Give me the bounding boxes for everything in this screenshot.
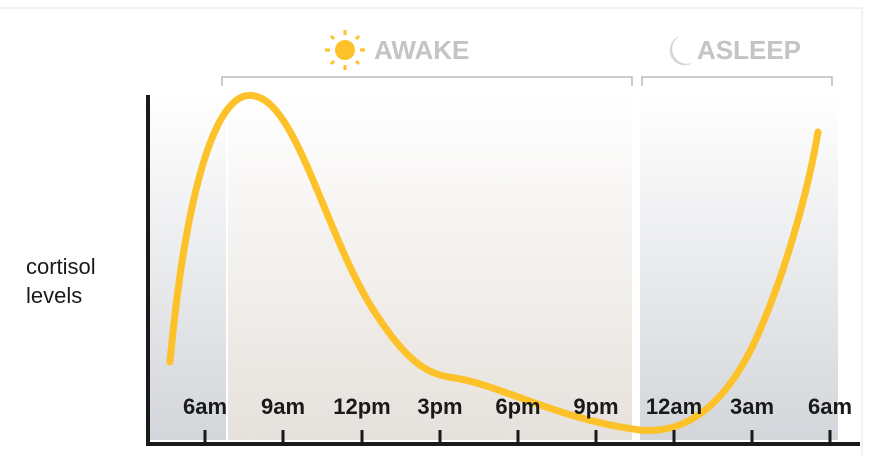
awake-bracket: [221, 76, 633, 86]
asleep-band: [640, 95, 838, 440]
x-tick-label: 12pm: [333, 394, 390, 419]
sun-icon: [325, 30, 365, 70]
cortisol-curve: [166, 91, 822, 434]
x-tick-label: 9am: [261, 394, 305, 419]
asleep-label: ASLEEP: [697, 35, 801, 65]
x-tick-label: 9pm: [573, 394, 618, 419]
y-axis-label: cortisol: [26, 254, 96, 279]
x-tick-label: 6am: [808, 394, 852, 419]
early-band: [150, 95, 226, 440]
x-tick-label: 3pm: [417, 394, 462, 419]
y-axis-label: levels: [26, 283, 82, 308]
x-ticks: 6am 9am 12pm 3pm 6pm 9pm 12am 3am 6am: [183, 394, 852, 444]
x-tick-label: 6pm: [495, 394, 540, 419]
x-tick-label: 6am: [183, 394, 227, 419]
awake-band: [228, 95, 632, 440]
awake-label: AWAKE: [374, 35, 469, 65]
moon-icon: [669, 36, 694, 66]
x-tick-label: 12am: [646, 394, 702, 419]
asleep-bracket: [641, 76, 833, 86]
x-tick-label: 3am: [730, 394, 774, 419]
